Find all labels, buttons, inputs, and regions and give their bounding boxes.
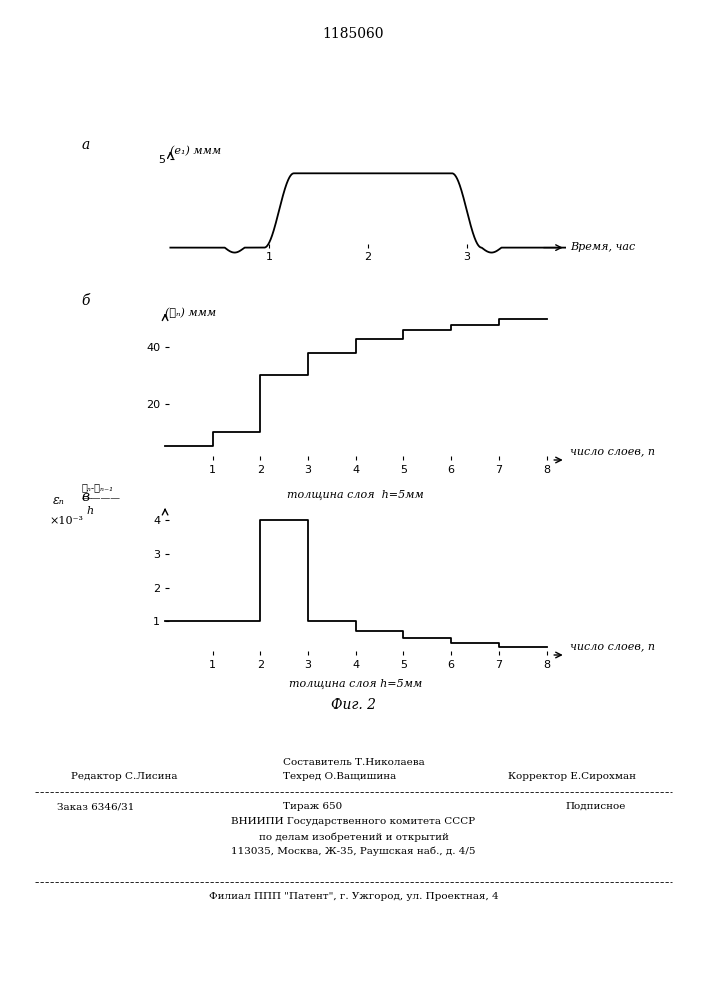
- Text: число слоев, n: число слоев, n: [571, 446, 655, 456]
- Text: ВНИИПИ Государственного комитета СССР: ВНИИПИ Государственного комитета СССР: [231, 817, 476, 826]
- Text: (ℓₙ) ммм: (ℓₙ) ммм: [165, 308, 216, 318]
- Text: Техред О.Ващишина: Техред О.Ващишина: [283, 772, 396, 781]
- Text: Филиал ППП "Патент", г. Ужгород, ул. Проектная, 4: Филиал ППП "Патент", г. Ужгород, ул. Про…: [209, 892, 498, 901]
- Text: ×10⁻³: ×10⁻³: [49, 516, 83, 526]
- Text: Редактор С.Лисина: Редактор С.Лисина: [71, 772, 177, 781]
- Text: h: h: [86, 506, 93, 516]
- Text: по делам изобретений и открытий: по делам изобретений и открытий: [259, 832, 448, 842]
- Text: 1185060: 1185060: [323, 27, 384, 41]
- Text: Время, час: Время, час: [571, 242, 636, 252]
- Text: Корректор Е.Сирохман: Корректор Е.Сирохман: [508, 772, 636, 781]
- Text: число слоев, n: число слоев, n: [571, 642, 655, 652]
- Text: Составитель Т.Николаева: Составитель Т.Николаева: [283, 758, 424, 767]
- Text: Заказ 6346/31: Заказ 6346/31: [57, 802, 134, 811]
- Text: Фиг. 2: Фиг. 2: [331, 698, 376, 712]
- Text: ————: ————: [81, 494, 120, 504]
- Text: 113035, Москва, Ж-35, Раушская наб., д. 4/5: 113035, Москва, Ж-35, Раушская наб., д. …: [231, 847, 476, 856]
- Text: Тираж 650: Тираж 650: [283, 802, 342, 811]
- Text: ℓₙ-ℓₙ₋₁: ℓₙ-ℓₙ₋₁: [81, 483, 113, 492]
- Text: εₙ: εₙ: [53, 493, 65, 506]
- Text: в: в: [81, 490, 89, 504]
- Text: (е₁) ммм: (е₁) ммм: [170, 146, 221, 156]
- Text: толщина слоя  h=5мм: толщина слоя h=5мм: [288, 490, 424, 500]
- Text: a: a: [81, 138, 90, 152]
- Text: Подписное: Подписное: [566, 802, 626, 811]
- Text: толщина слоя h=5мм: толщина слоя h=5мм: [289, 679, 422, 689]
- Text: б: б: [81, 294, 90, 308]
